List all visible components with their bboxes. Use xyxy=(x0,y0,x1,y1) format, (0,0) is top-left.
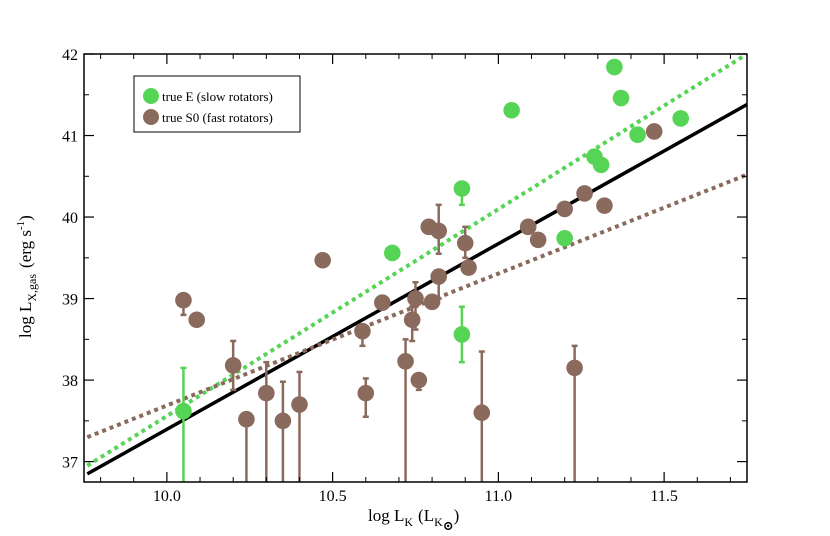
axis-ticks: 10.0 10.5 11.0 11.5 37 38 39 40 41 42 xyxy=(62,47,747,505)
point-true-e xyxy=(556,229,573,247)
y-tick-label: 41 xyxy=(62,129,78,146)
x-tick-label: 11.5 xyxy=(650,488,677,505)
point-true-s0 xyxy=(529,231,547,249)
point-true-s0 xyxy=(175,291,192,309)
point-true-s0 xyxy=(224,357,242,374)
legend-box xyxy=(133,75,301,133)
x-tick-label: 10.5 xyxy=(319,488,347,505)
point-true-s0 xyxy=(397,353,414,370)
point-true-s0 xyxy=(354,322,371,340)
point-true-s0 xyxy=(645,123,663,140)
point-true-s0 xyxy=(188,311,206,329)
point-true-e xyxy=(383,244,401,262)
legend-marker-s0 xyxy=(143,109,159,125)
point-true-e xyxy=(606,58,623,76)
y-tick-label: 39 xyxy=(62,292,78,309)
point-true-s0 xyxy=(519,218,537,236)
x-tick-label: 10.0 xyxy=(153,488,181,505)
point-true-e xyxy=(672,110,689,127)
point-true-e xyxy=(503,101,520,119)
point-true-s0 xyxy=(596,197,613,214)
legend-label-s0: true S0 (fast rotators) xyxy=(162,110,273,125)
point-true-s0 xyxy=(238,410,255,428)
point-true-s0 xyxy=(291,396,308,413)
point-true-s0 xyxy=(576,185,593,202)
point-true-s0 xyxy=(357,384,375,402)
plot-frame xyxy=(83,53,748,483)
point-true-e xyxy=(592,156,610,174)
legend-label-e: true E (slow rotators) xyxy=(162,89,273,104)
legend: true E (slow rotators) true S0 (fast rot… xyxy=(133,75,301,133)
y-tick-label: 38 xyxy=(62,373,78,390)
point-true-s0 xyxy=(410,371,428,389)
point-true-s0 xyxy=(403,311,421,329)
point-true-s0 xyxy=(566,359,583,377)
E-fit-line xyxy=(86,54,747,468)
point-true-s0 xyxy=(473,404,491,422)
point-true-s0 xyxy=(430,268,448,285)
point-true-s0 xyxy=(430,222,448,240)
point-true-s0 xyxy=(460,259,477,276)
legend-marker-e xyxy=(143,88,159,104)
point-true-e xyxy=(629,126,646,144)
point-true-e xyxy=(453,180,471,197)
point-true-e xyxy=(175,402,192,420)
y-tick-label: 40 xyxy=(62,210,78,227)
point-true-e xyxy=(453,326,471,343)
point-true-s0 xyxy=(314,251,331,269)
point-true-s0 xyxy=(556,200,573,218)
x-tick-label: 11.0 xyxy=(485,488,512,505)
point-true-s0 xyxy=(423,293,441,311)
x-axis-label: log LK (LK⊙) xyxy=(368,506,459,533)
point-true-s0 xyxy=(407,290,424,307)
y-tick-label: 37 xyxy=(62,455,78,472)
point-true-s0 xyxy=(456,234,474,252)
data-points xyxy=(175,58,689,430)
all-fit-line xyxy=(86,103,747,476)
y-axis-label: log LX,gas(erg s-1) xyxy=(15,215,39,338)
y-tick-label: 42 xyxy=(62,47,78,64)
point-true-e xyxy=(612,89,630,107)
point-true-s0 xyxy=(374,294,391,311)
point-true-s0 xyxy=(258,384,275,402)
point-true-s0 xyxy=(274,412,292,430)
